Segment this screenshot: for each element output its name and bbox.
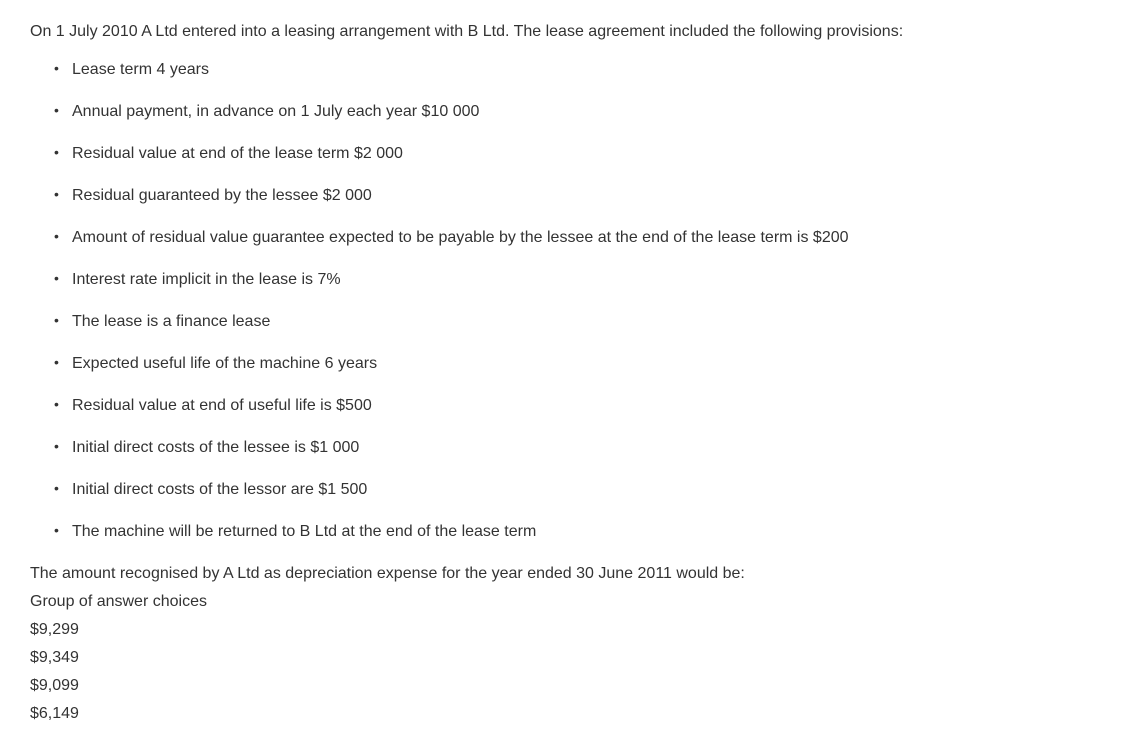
list-item: Amount of residual value guarantee expec… <box>72 226 1103 250</box>
answer-choice[interactable]: $9,349 <box>30 646 1103 670</box>
list-item: Residual value at end of the lease term … <box>72 142 1103 166</box>
provisions-list: Lease term 4 years Annual payment, in ad… <box>30 58 1103 544</box>
list-item: Initial direct costs of the lessee is $1… <box>72 436 1103 460</box>
answer-choice[interactable]: $6,149 <box>30 702 1103 726</box>
list-item: The machine will be returned to B Ltd at… <box>72 520 1103 544</box>
answer-choice[interactable]: $9,099 <box>30 674 1103 698</box>
list-item: Residual value at end of useful life is … <box>72 394 1103 418</box>
list-item: Expected useful life of the machine 6 ye… <box>72 352 1103 376</box>
list-item: Initial direct costs of the lessor are $… <box>72 478 1103 502</box>
answer-choices: $9,299 $9,349 $9,099 $6,149 <box>30 618 1103 726</box>
list-item: The lease is a finance lease <box>72 310 1103 334</box>
list-item: Lease term 4 years <box>72 58 1103 82</box>
answer-group-label: Group of answer choices <box>30 590 1103 614</box>
list-item: Residual guaranteed by the lessee $2 000 <box>72 184 1103 208</box>
list-item: Interest rate implicit in the lease is 7… <box>72 268 1103 292</box>
answer-choice[interactable]: $9,299 <box>30 618 1103 642</box>
list-item: Annual payment, in advance on 1 July eac… <box>72 100 1103 124</box>
question-text: The amount recognised by A Ltd as deprec… <box>30 562 1103 586</box>
question-intro: On 1 July 2010 A Ltd entered into a leas… <box>30 20 1103 44</box>
